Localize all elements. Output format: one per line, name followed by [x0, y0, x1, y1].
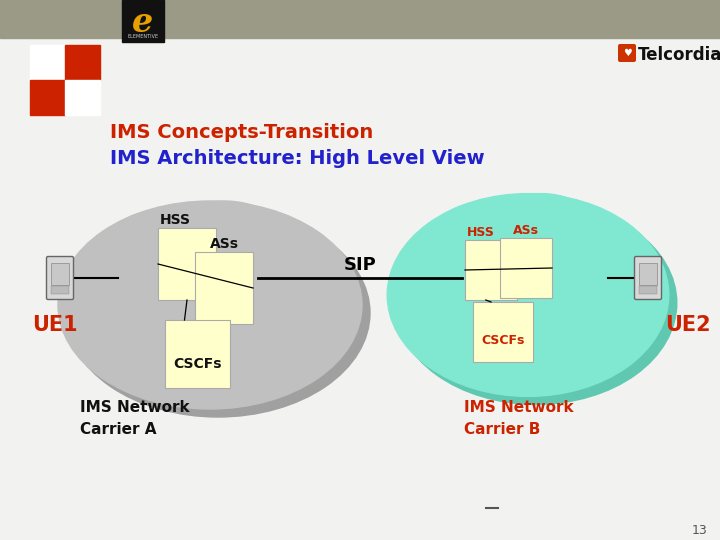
Ellipse shape: [492, 201, 606, 280]
Text: IMS Architecture: High Level View: IMS Architecture: High Level View: [110, 148, 485, 167]
Text: IMS Network
Carrier B: IMS Network Carrier B: [464, 400, 574, 437]
Bar: [639, 286, 657, 294]
Text: ASs: ASs: [513, 225, 539, 238]
Ellipse shape: [90, 305, 213, 393]
FancyBboxPatch shape: [618, 44, 636, 62]
Text: ♥: ♥: [623, 48, 631, 58]
Bar: [473, 302, 533, 362]
Text: UE1: UE1: [32, 315, 78, 335]
Ellipse shape: [423, 201, 554, 303]
Bar: [30, 80, 65, 115]
Text: ASs: ASs: [210, 237, 238, 251]
Text: Telcordia: Telcordia: [638, 46, 720, 64]
Ellipse shape: [514, 210, 637, 303]
Text: SIP: SIP: [343, 256, 377, 274]
Bar: [500, 238, 552, 298]
Ellipse shape: [431, 210, 562, 311]
Text: e: e: [132, 5, 153, 38]
Bar: [639, 263, 657, 285]
Ellipse shape: [519, 291, 642, 377]
Bar: [122, 0, 164, 42]
Ellipse shape: [527, 299, 650, 385]
Text: UE2: UE2: [665, 315, 711, 335]
FancyBboxPatch shape: [47, 256, 73, 300]
Ellipse shape: [66, 209, 370, 417]
Bar: [0, 0, 720, 38]
Ellipse shape: [104, 217, 246, 321]
Bar: [195, 252, 253, 324]
Ellipse shape: [456, 319, 589, 396]
Text: 13: 13: [692, 523, 708, 537]
Ellipse shape: [449, 310, 581, 389]
Ellipse shape: [171, 209, 294, 289]
Bar: [465, 240, 517, 300]
Ellipse shape: [58, 201, 362, 409]
Ellipse shape: [387, 194, 669, 396]
Bar: [30, 45, 65, 80]
Bar: [51, 263, 69, 285]
Ellipse shape: [132, 329, 275, 409]
Ellipse shape: [209, 309, 341, 397]
Ellipse shape: [163, 201, 286, 281]
Text: CSCFs: CSCFs: [173, 357, 221, 371]
Ellipse shape: [409, 287, 523, 373]
Bar: [65, 45, 100, 80]
Bar: [158, 228, 216, 300]
Text: IMS Network
Carrier A: IMS Network Carrier A: [80, 400, 189, 437]
Ellipse shape: [82, 297, 205, 385]
Ellipse shape: [96, 209, 238, 313]
Ellipse shape: [417, 295, 531, 381]
Text: ELEMENTIVE: ELEMENTIVE: [127, 33, 158, 38]
FancyBboxPatch shape: [634, 256, 662, 300]
Text: HSS: HSS: [467, 226, 495, 240]
Text: HSS: HSS: [160, 213, 191, 227]
Ellipse shape: [484, 194, 598, 272]
Ellipse shape: [186, 209, 319, 305]
Text: IMS Concepts-Transition: IMS Concepts-Transition: [110, 124, 373, 143]
Ellipse shape: [194, 217, 328, 313]
Bar: [51, 286, 69, 294]
Text: CSCFs: CSCFs: [481, 334, 525, 347]
Ellipse shape: [200, 301, 333, 389]
Bar: [165, 320, 230, 388]
Bar: [65, 80, 100, 115]
Ellipse shape: [395, 201, 677, 404]
Ellipse shape: [506, 201, 629, 295]
Ellipse shape: [125, 321, 267, 401]
